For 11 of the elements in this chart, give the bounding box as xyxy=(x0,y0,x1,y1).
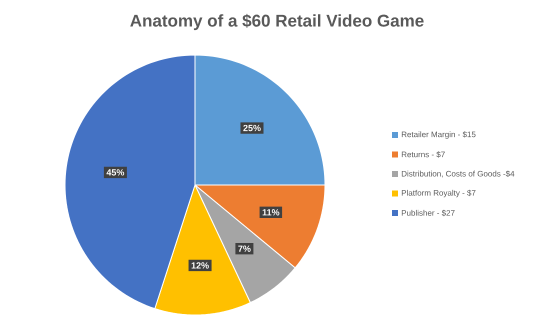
legend-label: Returns - $7 xyxy=(402,151,445,158)
chart-title: Anatomy of a $60 Retail Video Game xyxy=(130,14,424,30)
data-label: 11% xyxy=(262,209,280,216)
legend-label: Distribution, Costs of Goods -$4 xyxy=(402,170,514,178)
legend-label: Retailer Margin - $15 xyxy=(402,131,476,139)
data-label: 7% xyxy=(238,246,251,252)
data-label: 25% xyxy=(243,124,261,132)
data-label: 45% xyxy=(106,169,124,176)
legend-label: Publisher - $27 xyxy=(402,210,455,216)
data-label: 12% xyxy=(192,262,209,269)
legend-label: Platform Royalty - $7 xyxy=(402,190,476,198)
